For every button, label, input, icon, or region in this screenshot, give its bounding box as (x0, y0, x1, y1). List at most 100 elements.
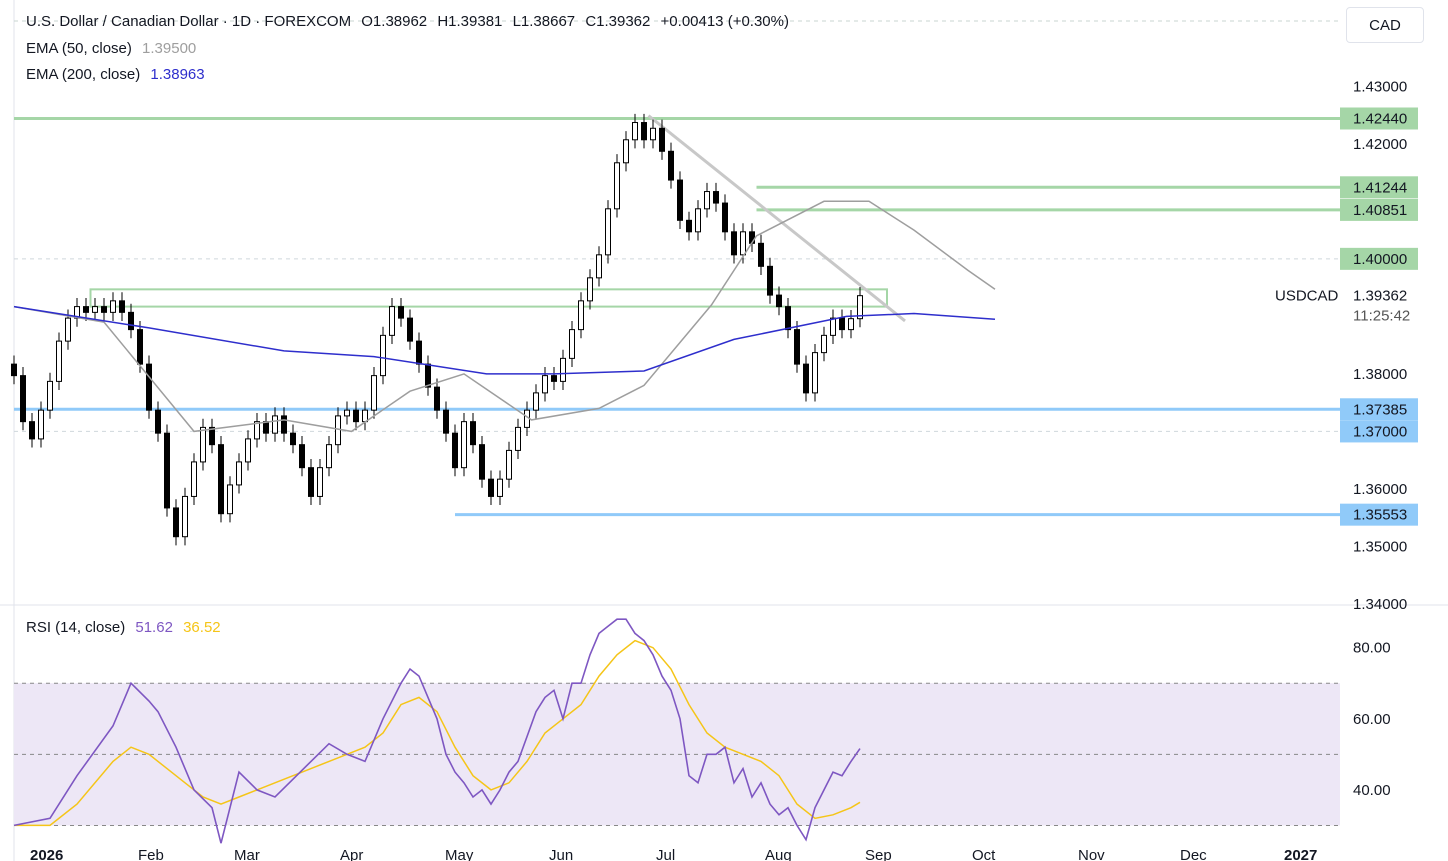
ema200-value: 1.38963 (150, 66, 205, 83)
rsi-line (13, 618, 861, 844)
x-tick-label: Aug (765, 847, 792, 861)
candle (470, 421, 476, 446)
candle (596, 254, 602, 279)
candle (155, 409, 161, 434)
candle (614, 162, 620, 210)
candle (857, 295, 863, 320)
candle (479, 444, 485, 480)
candle (632, 122, 638, 141)
candle (623, 139, 629, 164)
candle (488, 478, 494, 497)
candle (191, 461, 197, 497)
candle (398, 306, 404, 319)
candle (686, 219, 692, 233)
price-level-tag (1340, 247, 1418, 270)
candle (821, 334, 827, 354)
rsi-value: 51.62 (135, 619, 173, 636)
candle (605, 208, 611, 256)
candle (362, 409, 368, 423)
rsi-tick-label: 60.00 (1353, 711, 1391, 728)
candle (308, 467, 314, 497)
candle (56, 340, 62, 382)
candle (47, 380, 53, 411)
price-tick-label: 1.35000 (1353, 538, 1407, 555)
price-level-label: 1.35553 (1353, 507, 1407, 524)
rsi-legend[interactable]: RSI (14, close) 51.62 36.52 (26, 619, 227, 636)
x-tick-label: Jul (656, 847, 675, 861)
low-value: L1.38667 (512, 13, 576, 30)
candle (704, 191, 710, 210)
price-level-label: 1.42440 (1353, 110, 1407, 127)
candle (335, 415, 341, 446)
candle (317, 467, 323, 497)
candle (173, 507, 179, 538)
candle (299, 444, 305, 469)
candle (848, 318, 854, 331)
x-tick-label: Dec (1180, 847, 1207, 861)
candle (650, 127, 656, 141)
candle (830, 317, 836, 336)
candle (713, 191, 719, 204)
candle (425, 363, 431, 388)
price-level-tag (1340, 398, 1418, 421)
x-tick-label: Feb (138, 847, 164, 861)
ema200-legend[interactable]: EMA (200, close) 1.38963 (26, 66, 211, 83)
x-tick-label: 2027 (1284, 847, 1317, 861)
candle (164, 432, 170, 509)
rsi-tick-label: 80.00 (1353, 640, 1391, 657)
candle (38, 409, 44, 440)
candle (569, 329, 575, 359)
candle (290, 432, 296, 446)
price-level-label: 1.40000 (1353, 251, 1407, 268)
ema50-label: EMA (50, close) (26, 40, 132, 57)
change-value: +0.00413 (+0.30%) (660, 13, 789, 30)
x-tick-label: Apr (340, 847, 363, 861)
price-level-label: 1.37000 (1353, 423, 1407, 440)
price-tick-label: 1.36000 (1353, 481, 1407, 498)
price-level-tag (1340, 420, 1418, 443)
symbol-legend: U.S. Dollar / Canadian Dollar · 1D · FOR… (26, 13, 795, 30)
candle (551, 375, 557, 382)
close-value: C1.39362 (585, 13, 651, 30)
candle (533, 392, 539, 411)
candle (263, 421, 269, 434)
candle (497, 478, 503, 497)
currency-button[interactable]: CAD (1346, 7, 1424, 43)
candle (83, 306, 89, 313)
price-level-tag (1340, 107, 1418, 130)
candle (407, 317, 413, 342)
candle (272, 415, 278, 434)
candle (794, 329, 800, 365)
symbol-label: USDCAD (1275, 288, 1339, 305)
x-tick-label: May (445, 847, 474, 861)
candle (785, 306, 791, 331)
candle (65, 317, 71, 342)
candle (281, 415, 287, 434)
candle (443, 409, 449, 434)
price-level-label: 1.41244 (1353, 179, 1407, 196)
ema50-line (13, 200, 996, 433)
candle (227, 484, 233, 515)
candle (101, 306, 107, 313)
candle (11, 363, 17, 377)
open-value: O1.38962 (361, 13, 428, 30)
candle (245, 438, 251, 463)
candle (803, 363, 809, 394)
candle (371, 375, 377, 411)
candle (236, 461, 242, 486)
candle (542, 375, 548, 394)
candle (578, 300, 584, 331)
candle (722, 202, 728, 233)
candle (767, 265, 773, 296)
symbol-title[interactable]: U.S. Dollar / Canadian Dollar · 1D · FOR… (26, 13, 352, 30)
price-level-label: 1.37385 (1353, 401, 1407, 418)
ema200-line (13, 305, 996, 375)
candle (758, 242, 764, 267)
price-level-tag (1340, 503, 1418, 526)
ema50-value: 1.39500 (142, 40, 197, 57)
ema50-legend[interactable]: EMA (50, close) 1.39500 (26, 40, 202, 57)
candle (416, 340, 422, 365)
trendline (647, 114, 906, 323)
price-level-tag (1340, 198, 1418, 221)
